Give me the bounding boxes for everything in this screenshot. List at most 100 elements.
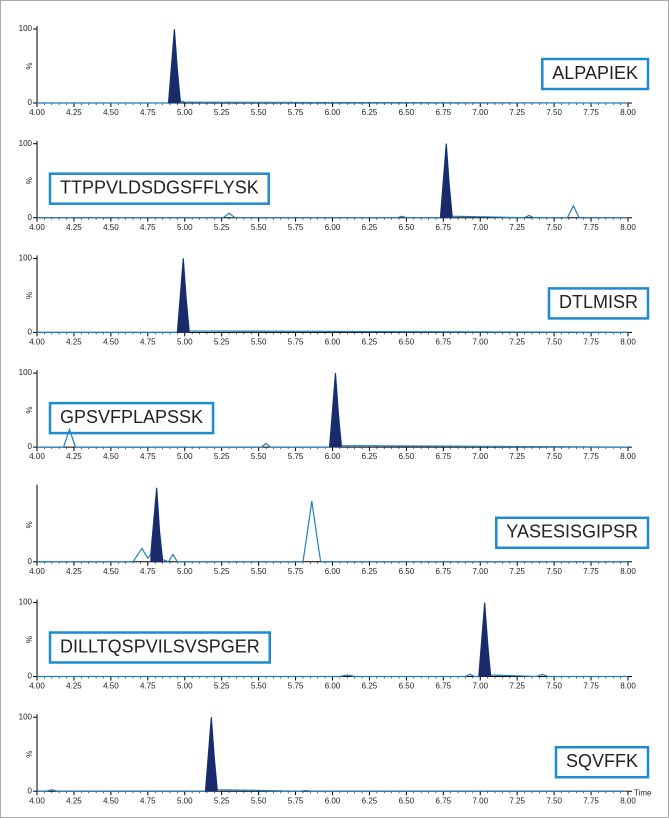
y-axis-label: % <box>25 521 34 528</box>
x-tick-label: 6.50 <box>399 796 415 805</box>
x-tick-label: 4.00 <box>29 338 45 347</box>
x-tick-label: 6.50 <box>399 452 415 461</box>
y-tick-label: 0 <box>28 98 33 107</box>
x-tick-label: 5.25 <box>214 567 230 576</box>
peptide-label-box <box>48 172 270 205</box>
peptide-label-box <box>547 287 650 320</box>
y-tick-label: 0 <box>28 786 33 795</box>
x-tick-label: 5.25 <box>214 796 230 805</box>
peptide-label: ALPAPIEK <box>552 63 638 83</box>
x-tick-label: 7.25 <box>509 682 525 691</box>
x-tick-label: 5.00 <box>177 682 193 691</box>
x-tick-label: 6.75 <box>436 796 452 805</box>
x-tick-label: 4.00 <box>29 452 45 461</box>
peak-area <box>176 258 190 333</box>
y-tick-label: 0 <box>28 672 33 681</box>
x-tick-label: 4.75 <box>140 452 156 461</box>
x-tick-label: 7.25 <box>509 567 525 576</box>
peak-area <box>168 28 181 104</box>
x-tick-label: 5.50 <box>251 567 267 576</box>
x-tick-label: 8.00 <box>620 223 636 232</box>
x-tick-label: 8.00 <box>620 567 636 576</box>
x-tick-label: 4.25 <box>66 796 82 805</box>
x-tick-label: 4.75 <box>140 796 156 805</box>
x-tick-label: 5.75 <box>288 223 304 232</box>
x-tick-label: 5.00 <box>177 567 193 576</box>
x-tick-label: 5.00 <box>177 796 193 805</box>
x-tick-label: 7.00 <box>472 567 488 576</box>
peptide-label-box <box>554 745 650 779</box>
y-tick-label: 100 <box>19 712 33 721</box>
y-tick-label: 100 <box>19 598 33 607</box>
x-tick-label: 4.00 <box>29 223 45 232</box>
peak-area <box>329 373 342 448</box>
x-tick-label: 7.50 <box>546 682 562 691</box>
x-tick-label: 8.00 <box>620 796 636 805</box>
peptide-label: YASESISGIPSR <box>506 522 638 542</box>
x-tick-label: 6.75 <box>436 452 452 461</box>
y-tick-label: 0 <box>28 442 33 451</box>
x-tick-label: 7.50 <box>546 567 562 576</box>
trace-line <box>37 487 628 563</box>
y-tick-label: 0 <box>28 328 33 337</box>
peak-area <box>478 602 491 677</box>
x-tick-label: 6.75 <box>436 223 452 232</box>
x-tick-label: 7.75 <box>583 682 599 691</box>
x-tick-label: 6.25 <box>362 108 378 117</box>
x-tick-label: 5.00 <box>177 338 193 347</box>
x-tick-label: 6.50 <box>399 223 415 232</box>
y-axis-label: % <box>25 407 34 414</box>
x-tick-label: 5.50 <box>251 108 267 117</box>
y-axis-label: % <box>25 62 34 69</box>
x-tick-label: 4.75 <box>140 223 156 232</box>
y-axis-label: % <box>25 636 34 643</box>
x-tick-label: 6.50 <box>399 108 415 117</box>
x-tick-label: 5.75 <box>288 682 304 691</box>
x-tick-label: 8.00 <box>620 338 636 347</box>
peptide-label-box <box>48 401 215 435</box>
x-tick-label: 5.50 <box>251 796 267 805</box>
x-tick-label: 6.75 <box>436 682 452 691</box>
x-tick-label: 5.75 <box>288 108 304 117</box>
x-tick-label: 5.00 <box>177 452 193 461</box>
x-tick-label: 4.50 <box>103 567 119 576</box>
x-tick-label: 4.25 <box>66 223 82 232</box>
x-tick-label: 5.75 <box>288 452 304 461</box>
x-tick-label: 6.25 <box>362 682 378 691</box>
x-tick-label: 7.75 <box>583 452 599 461</box>
x-tick-label: 4.50 <box>103 108 119 117</box>
x-tick-label: 4.50 <box>103 682 119 691</box>
peptide-label: GPSVFPLAPSSK <box>60 407 203 427</box>
y-tick-label: 100 <box>19 24 33 33</box>
x-tick-label: 5.00 <box>177 223 193 232</box>
x-tick-label: 6.75 <box>436 108 452 117</box>
peptide-label-box <box>495 516 650 550</box>
x-tick-label: 4.25 <box>66 682 82 691</box>
peptide-label: DILLTQSPVILSVSPGER <box>60 636 260 656</box>
x-tick-label: 6.00 <box>325 567 341 576</box>
x-tick-label: 7.00 <box>472 796 488 805</box>
x-tick-label: 7.00 <box>472 223 488 232</box>
peptide-label: DTLMISR <box>559 292 638 312</box>
x-tick-label: 8.00 <box>620 452 636 461</box>
x-axis-label: Time <box>634 788 652 797</box>
x-tick-label: 5.25 <box>214 338 230 347</box>
x-tick-label: 4.00 <box>29 567 45 576</box>
x-tick-label: 6.00 <box>325 682 341 691</box>
x-tick-label: 6.25 <box>362 223 378 232</box>
y-tick-label: 100 <box>19 368 33 377</box>
x-tick-label: 7.75 <box>583 223 599 232</box>
x-tick-label: 8.00 <box>620 108 636 117</box>
x-tick-label: 7.75 <box>583 567 599 576</box>
peak-area <box>205 717 218 792</box>
x-tick-label: 5.25 <box>214 108 230 117</box>
x-tick-label: 4.50 <box>103 223 119 232</box>
x-tick-label: 5.50 <box>251 682 267 691</box>
x-tick-label: 7.25 <box>509 452 525 461</box>
peak-area <box>150 487 163 563</box>
x-tick-label: 4.75 <box>140 567 156 576</box>
x-tick-label: 7.25 <box>509 796 525 805</box>
y-tick-label: 0 <box>28 557 33 566</box>
y-axis-label: % <box>25 177 34 184</box>
y-tick-label: 100 <box>19 254 33 263</box>
